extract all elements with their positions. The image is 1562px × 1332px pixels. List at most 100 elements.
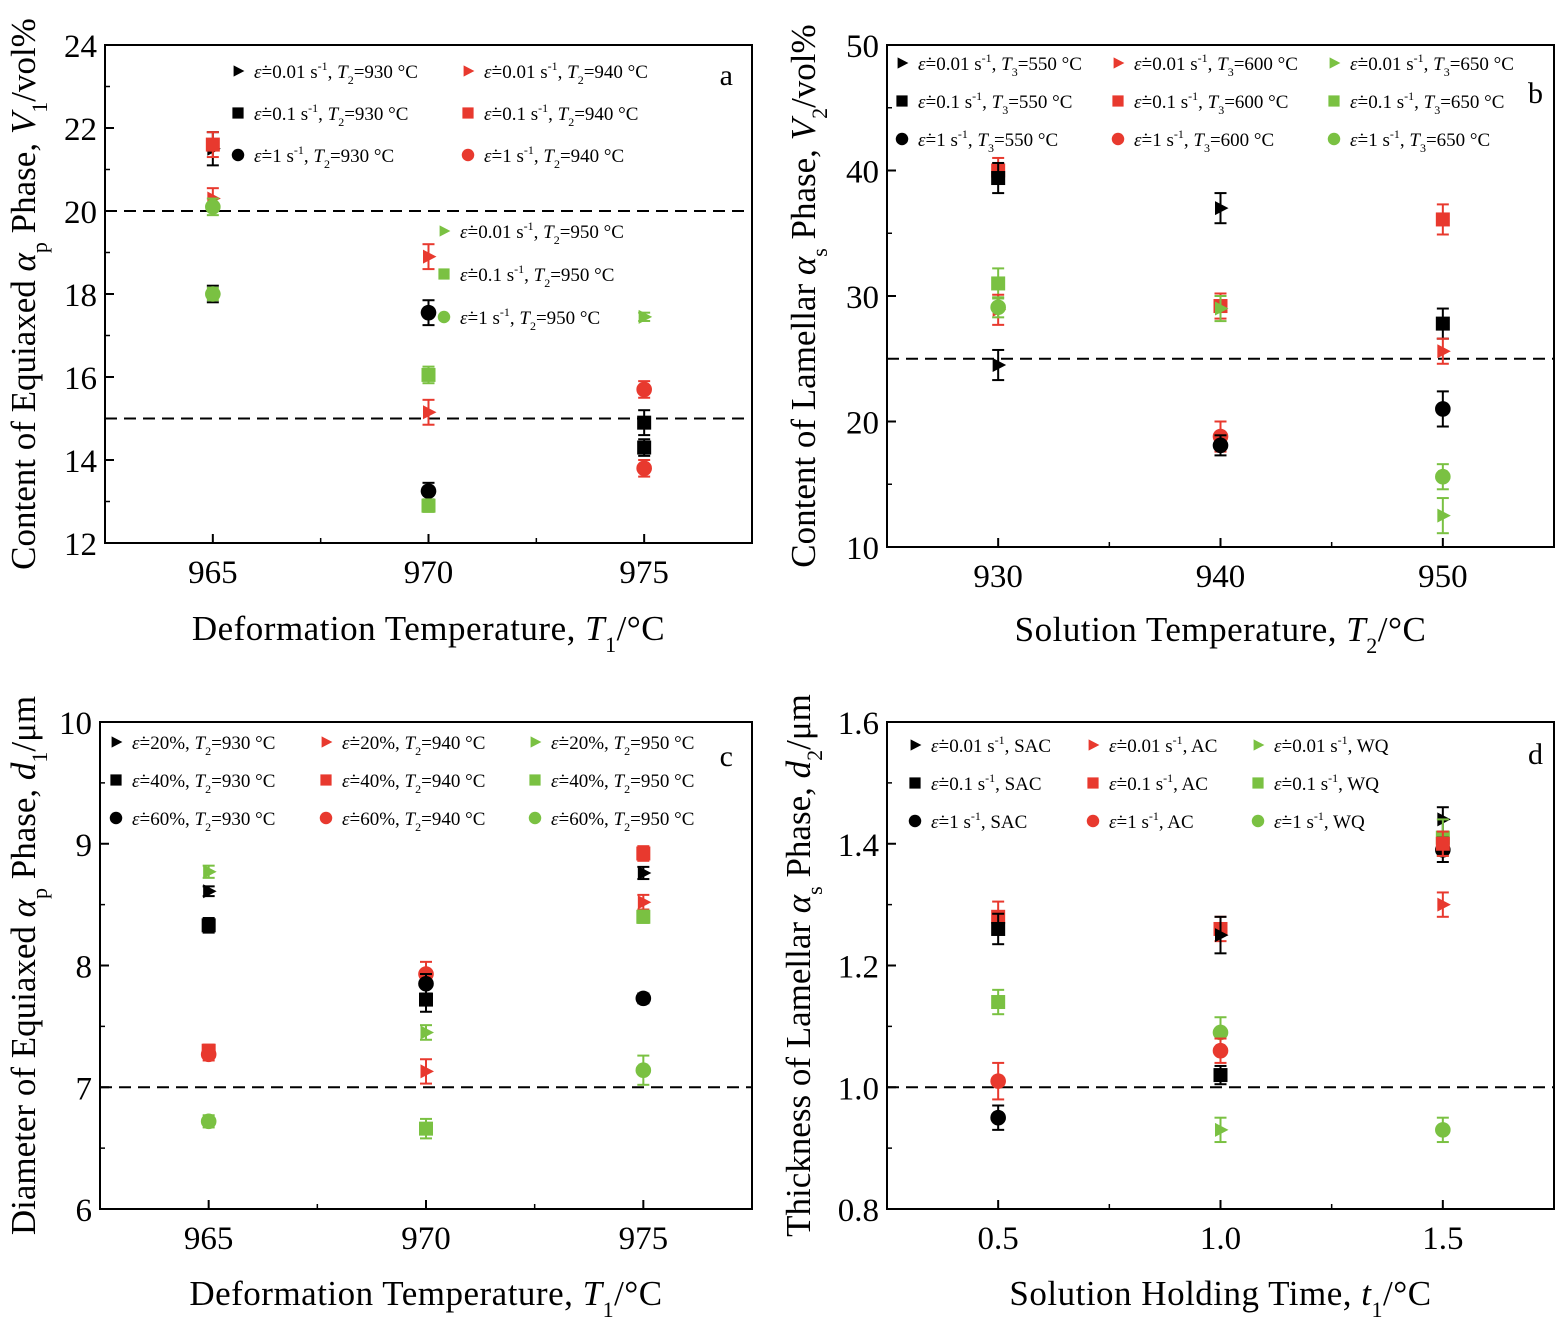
legend-entry: ε̇=0.1 s-1, T3=600 °C [1112, 89, 1288, 117]
y-tick-label: 10 [59, 706, 92, 742]
x-axis-label: Deformation Temperature, T1/°C [189, 1274, 662, 1322]
legend-label: ε̇=1 s-1, WQ [1274, 809, 1365, 833]
point-marker-circle [200, 1046, 217, 1063]
y-tick-label: 50 [846, 29, 879, 65]
legend-label: ε̇=0.01 s-1, T3=650 °C [1350, 51, 1514, 79]
legend-entry: ε̇=1 s-1, T2=940 °C [461, 143, 624, 171]
legend-marker-circle [1251, 814, 1265, 828]
point-marker-square [636, 909, 651, 924]
legend-marker-triangle [321, 736, 333, 748]
point-marker-square [421, 367, 436, 382]
legend-marker-circle [908, 814, 922, 828]
legend-label: ε̇=60%, T2=930 °C [132, 809, 275, 834]
point-marker-triangle [1437, 508, 1451, 523]
point-marker-circle [636, 460, 652, 477]
point-marker-triangle [992, 358, 1007, 373]
y-tick-label: 7 [76, 1071, 93, 1107]
data-point [637, 865, 652, 881]
y-tick-label: 6 [76, 1193, 93, 1229]
legend-label: ε̇=0.01 s-1, T3=600 °C [1134, 51, 1298, 79]
point-marker-triangle [1215, 201, 1229, 216]
legend-entry: ε̇=0.1 s-1, AC [1087, 771, 1208, 795]
data-point [1213, 1064, 1228, 1086]
y-tick-label: 0.8 [838, 1193, 879, 1229]
legend-marker-triangle [463, 65, 475, 77]
legend-entry: ε̇=20%, T2=950 °C [530, 733, 694, 758]
data-point [991, 161, 1006, 195]
data-point [1212, 434, 1229, 457]
legend-marker-circle [319, 811, 333, 825]
chart-panel-a: 12 14 16 18 20 22 24 965 970 975 ε̇=0.01 s-1, T2=9… [4, 18, 753, 657]
point-marker-square [991, 995, 1006, 1010]
x-tick-label: 965 [184, 1221, 234, 1257]
point-marker-triangle [637, 895, 652, 910]
legend-entry: ε̇=0.1 s-1, T2=940 °C [462, 101, 638, 129]
legend-label: ε̇=40%, T2=940 °C [342, 771, 485, 796]
legend-entry: ε̇=0.01 s-1, T3=550 °C [897, 51, 1082, 79]
y-tick-label: 1.2 [838, 950, 879, 986]
x-tick-label: 965 [188, 555, 238, 591]
point-marker-triangle [1437, 897, 1451, 912]
data-point [637, 893, 652, 911]
data-point [421, 365, 436, 385]
legend-entry: ε̇=60%, T2=950 °C [528, 809, 694, 834]
legend-entry: ε̇=0.1 s-1, T3=550 °C [896, 89, 1072, 117]
legend-entry: ε̇=1 s-1, T2=950 °C [437, 305, 600, 333]
data-point [202, 884, 217, 899]
x-tick-label: 1.5 [1422, 1221, 1463, 1257]
data-point [638, 309, 653, 324]
legend-marker-triangle [1253, 739, 1265, 751]
y-tick-label: 9 [76, 828, 93, 864]
point-marker-triangle [203, 884, 217, 899]
data-point [991, 988, 1006, 1016]
legend-marker-triangle [910, 739, 922, 751]
legend-entry: ε̇=1 s-1, T3=650 °C [1327, 127, 1490, 155]
y-tick-label: 10 [846, 531, 879, 567]
legend-marker-square [232, 107, 244, 119]
legend-entry: ε̇=40%, T2=930 °C [110, 771, 275, 796]
chart-panel-b: 10 20 30 40 50 930 940 950 ε̇=0.01 s-1, T3=550 °… [784, 24, 1555, 658]
legend-entry: ε̇=0.1 s-1, T2=930 °C [232, 101, 408, 129]
legend-entry: ε̇=0.1 s-1, WQ [1252, 771, 1379, 795]
chart-panel-c: 6 7 8 9 10 965 970 975 ε̇=20%, T2=930 °C ε̇=20%, … [4, 696, 753, 1322]
legend-marker-square [909, 777, 921, 789]
legend-marker-circle [109, 811, 123, 825]
legend-marker-triangle [439, 225, 451, 237]
legend-marker-square [110, 774, 122, 786]
data-point [992, 348, 1007, 382]
point-marker-circle [1212, 1042, 1229, 1059]
data-point [1436, 497, 1451, 535]
legend-marker-triangle [111, 736, 123, 748]
point-marker-circle [1212, 1024, 1229, 1041]
legend-label: ε̇=1 s-1, T2=940 °C [484, 143, 624, 171]
y-tick-label: 14 [64, 444, 97, 480]
legend-marker-circle [1327, 132, 1341, 146]
legend-label: ε̇=40%, T2=930 °C [132, 771, 275, 796]
data-point [636, 459, 652, 478]
legend-entry: ε̇=1 s-1, WQ [1251, 809, 1365, 833]
legend-label: ε̇=60%, T2=950 °C [551, 809, 694, 834]
y-tick-label: 8 [76, 950, 93, 986]
point-marker-square [991, 276, 1006, 291]
legend-label: ε̇=20%, T2=940 °C [342, 733, 485, 758]
data-point [420, 299, 437, 327]
data-point [635, 1054, 652, 1086]
legend-label: ε̇=0.1 s-1, T2=950 °C [460, 262, 614, 290]
panel-letter: c [720, 740, 733, 773]
legend-marker-square [438, 268, 450, 280]
legend-marker-square [896, 95, 908, 107]
point-marker-circle [420, 483, 437, 499]
y-tick-label: 16 [64, 361, 97, 397]
data-point [422, 398, 437, 426]
data-point [422, 243, 437, 271]
data-point [636, 380, 652, 399]
legend-entry: ε̇=0.1 s-1, T3=650 °C [1328, 89, 1504, 117]
point-marker-square [205, 137, 220, 152]
legend-label: ε̇=20%, T2=930 °C [132, 733, 275, 758]
legend-label: ε̇=0.1 s-1, SAC [931, 771, 1042, 795]
y-tick-label: 40 [846, 155, 879, 191]
data-point [635, 990, 652, 1007]
data-point [420, 1024, 434, 1041]
legend-entry: ε̇=0.01 s-1, T3=600 °C [1113, 51, 1298, 79]
